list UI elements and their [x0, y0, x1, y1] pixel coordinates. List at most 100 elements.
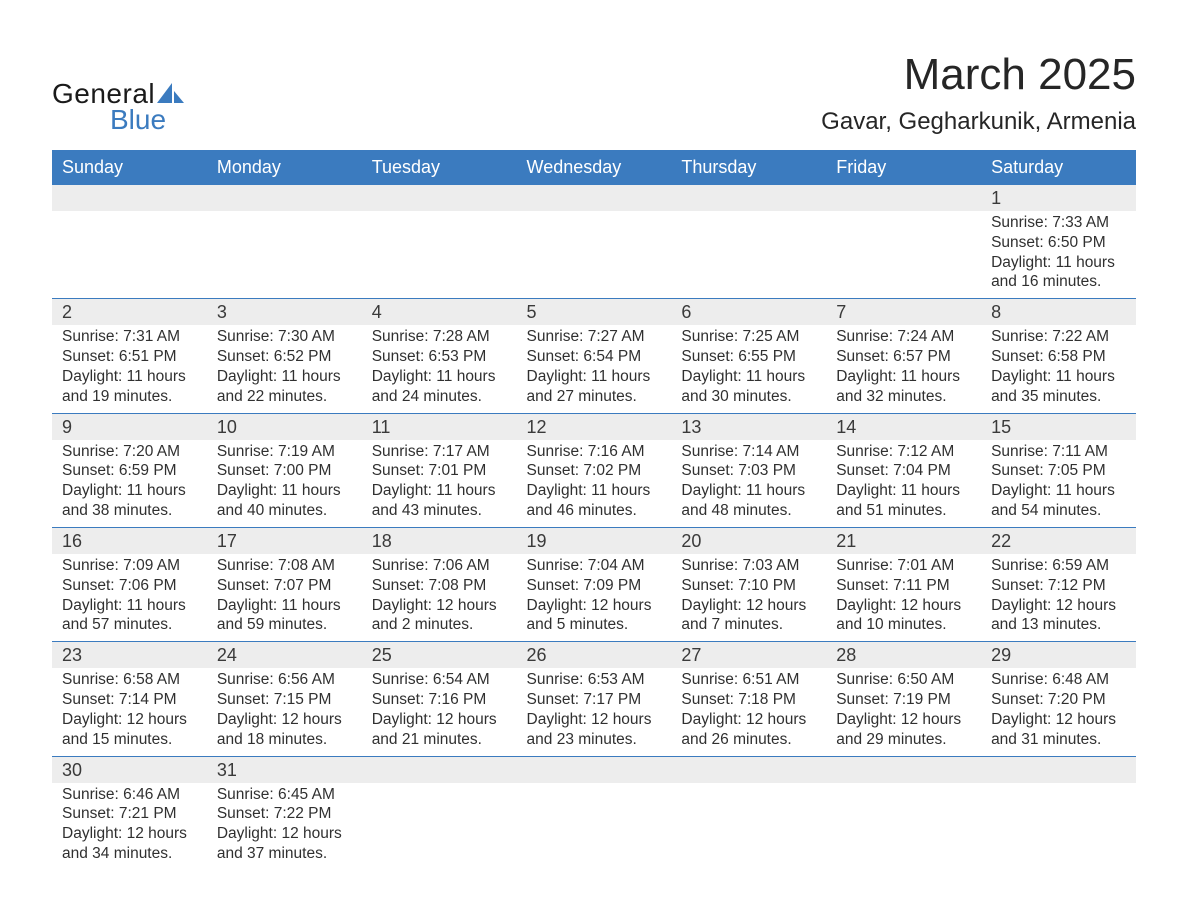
sunrise-line: Sunrise: 7:24 AM: [836, 327, 971, 347]
calendar-cell: [981, 756, 1136, 870]
sunset-line: Sunset: 7:11 PM: [836, 576, 971, 596]
empty-day: [671, 185, 826, 211]
sunset-line: Sunset: 7:22 PM: [217, 804, 352, 824]
daylight-line: Daylight: 11 hours and 38 minutes.: [62, 481, 197, 521]
sunrise-line: Sunrise: 7:30 AM: [217, 327, 352, 347]
calendar-cell: 28Sunrise: 6:50 AMSunset: 7:19 PMDayligh…: [826, 642, 981, 756]
sunrise-line: Sunrise: 7:25 AM: [681, 327, 816, 347]
calendar-cell: 19Sunrise: 7:04 AMSunset: 7:09 PMDayligh…: [517, 527, 672, 641]
calendar-cell: 4Sunrise: 7:28 AMSunset: 6:53 PMDaylight…: [362, 299, 517, 413]
daylight-line: Daylight: 12 hours and 29 minutes.: [836, 710, 971, 750]
sunrise-line: Sunrise: 7:03 AM: [681, 556, 816, 576]
calendar-cell: [362, 756, 517, 870]
day-details: Sunrise: 7:03 AMSunset: 7:10 PMDaylight:…: [671, 554, 826, 641]
sunset-line: Sunset: 6:57 PM: [836, 347, 971, 367]
daylight-line: Daylight: 12 hours and 37 minutes.: [217, 824, 352, 864]
day-number: 12: [517, 414, 672, 440]
daylight-line: Daylight: 11 hours and 43 minutes.: [372, 481, 507, 521]
day-details: Sunrise: 7:20 AMSunset: 6:59 PMDaylight:…: [52, 440, 207, 527]
day-details: Sunrise: 6:50 AMSunset: 7:19 PMDaylight:…: [826, 668, 981, 755]
day-details: Sunrise: 7:06 AMSunset: 7:08 PMDaylight:…: [362, 554, 517, 641]
daylight-line: Daylight: 12 hours and 21 minutes.: [372, 710, 507, 750]
sunrise-line: Sunrise: 7:22 AM: [991, 327, 1126, 347]
daylight-line: Daylight: 11 hours and 22 minutes.: [217, 367, 352, 407]
calendar-cell: 12Sunrise: 7:16 AMSunset: 7:02 PMDayligh…: [517, 413, 672, 527]
day-number: 10: [207, 414, 362, 440]
daylight-line: Daylight: 12 hours and 15 minutes.: [62, 710, 197, 750]
day-number: 5: [517, 299, 672, 325]
sunset-line: Sunset: 7:08 PM: [372, 576, 507, 596]
daylight-line: Daylight: 12 hours and 26 minutes.: [681, 710, 816, 750]
calendar-cell: [362, 185, 517, 299]
day-details: Sunrise: 7:01 AMSunset: 7:11 PMDaylight:…: [826, 554, 981, 641]
sunset-line: Sunset: 7:01 PM: [372, 461, 507, 481]
weekday-header: Tuesday: [362, 150, 517, 185]
sunset-line: Sunset: 6:50 PM: [991, 233, 1126, 253]
day-details: Sunrise: 7:28 AMSunset: 6:53 PMDaylight:…: [362, 325, 517, 412]
sunset-line: Sunset: 7:14 PM: [62, 690, 197, 710]
daylight-line: Daylight: 12 hours and 10 minutes.: [836, 596, 971, 636]
daylight-line: Daylight: 11 hours and 59 minutes.: [217, 596, 352, 636]
daylight-line: Daylight: 11 hours and 24 minutes.: [372, 367, 507, 407]
location-subtitle: Gavar, Gegharkunik, Armenia: [821, 108, 1136, 136]
sunset-line: Sunset: 6:54 PM: [527, 347, 662, 367]
sunrise-line: Sunrise: 7:20 AM: [62, 442, 197, 462]
calendar-week-row: 30Sunrise: 6:46 AMSunset: 7:21 PMDayligh…: [52, 756, 1136, 870]
day-details: Sunrise: 6:45 AMSunset: 7:22 PMDaylight:…: [207, 783, 362, 870]
sunset-line: Sunset: 7:06 PM: [62, 576, 197, 596]
calendar-table: SundayMondayTuesdayWednesdayThursdayFrid…: [52, 150, 1136, 870]
day-details: Sunrise: 7:22 AMSunset: 6:58 PMDaylight:…: [981, 325, 1136, 412]
day-details: Sunrise: 6:48 AMSunset: 7:20 PMDaylight:…: [981, 668, 1136, 755]
sunrise-line: Sunrise: 7:33 AM: [991, 213, 1126, 233]
empty-day: [671, 757, 826, 783]
sunset-line: Sunset: 7:18 PM: [681, 690, 816, 710]
calendar-cell: 3Sunrise: 7:30 AMSunset: 6:52 PMDaylight…: [207, 299, 362, 413]
calendar-week-row: 9Sunrise: 7:20 AMSunset: 6:59 PMDaylight…: [52, 413, 1136, 527]
calendar-week-row: 16Sunrise: 7:09 AMSunset: 7:06 PMDayligh…: [52, 527, 1136, 641]
calendar-cell: 25Sunrise: 6:54 AMSunset: 7:16 PMDayligh…: [362, 642, 517, 756]
calendar-cell: [517, 185, 672, 299]
day-details: Sunrise: 7:25 AMSunset: 6:55 PMDaylight:…: [671, 325, 826, 412]
calendar-cell: 13Sunrise: 7:14 AMSunset: 7:03 PMDayligh…: [671, 413, 826, 527]
calendar-cell: [517, 756, 672, 870]
sunset-line: Sunset: 7:19 PM: [836, 690, 971, 710]
day-number: 4: [362, 299, 517, 325]
empty-day: [207, 185, 362, 211]
day-details: Sunrise: 6:46 AMSunset: 7:21 PMDaylight:…: [52, 783, 207, 870]
brand-logo: General Blue: [52, 50, 185, 136]
weekday-header: Wednesday: [517, 150, 672, 185]
day-number: 8: [981, 299, 1136, 325]
sunrise-line: Sunrise: 6:51 AM: [681, 670, 816, 690]
sunrise-line: Sunrise: 6:54 AM: [372, 670, 507, 690]
day-number: 27: [671, 642, 826, 668]
day-details: Sunrise: 7:16 AMSunset: 7:02 PMDaylight:…: [517, 440, 672, 527]
calendar-cell: 23Sunrise: 6:58 AMSunset: 7:14 PMDayligh…: [52, 642, 207, 756]
calendar-cell: 10Sunrise: 7:19 AMSunset: 7:00 PMDayligh…: [207, 413, 362, 527]
day-number: 1: [981, 185, 1136, 211]
day-number: 20: [671, 528, 826, 554]
title-block: March 2025 Gavar, Gegharkunik, Armenia: [821, 50, 1136, 136]
sunset-line: Sunset: 6:53 PM: [372, 347, 507, 367]
day-number: 22: [981, 528, 1136, 554]
empty-day: [52, 185, 207, 211]
day-details: Sunrise: 7:08 AMSunset: 7:07 PMDaylight:…: [207, 554, 362, 641]
sunset-line: Sunset: 7:21 PM: [62, 804, 197, 824]
day-number: 21: [826, 528, 981, 554]
day-details: Sunrise: 6:56 AMSunset: 7:15 PMDaylight:…: [207, 668, 362, 755]
daylight-line: Daylight: 12 hours and 13 minutes.: [991, 596, 1126, 636]
calendar-cell: 22Sunrise: 6:59 AMSunset: 7:12 PMDayligh…: [981, 527, 1136, 641]
weekday-header: Sunday: [52, 150, 207, 185]
daylight-line: Daylight: 11 hours and 19 minutes.: [62, 367, 197, 407]
sunset-line: Sunset: 7:04 PM: [836, 461, 971, 481]
sunrise-line: Sunrise: 7:27 AM: [527, 327, 662, 347]
calendar-week-row: 1Sunrise: 7:33 AMSunset: 6:50 PMDaylight…: [52, 185, 1136, 299]
day-number: 25: [362, 642, 517, 668]
empty-day: [362, 757, 517, 783]
daylight-line: Daylight: 12 hours and 5 minutes.: [527, 596, 662, 636]
sunrise-line: Sunrise: 6:56 AM: [217, 670, 352, 690]
daylight-line: Daylight: 11 hours and 27 minutes.: [527, 367, 662, 407]
sunrise-line: Sunrise: 7:01 AM: [836, 556, 971, 576]
day-details: Sunrise: 7:27 AMSunset: 6:54 PMDaylight:…: [517, 325, 672, 412]
day-details: Sunrise: 7:04 AMSunset: 7:09 PMDaylight:…: [517, 554, 672, 641]
day-details: Sunrise: 7:14 AMSunset: 7:03 PMDaylight:…: [671, 440, 826, 527]
